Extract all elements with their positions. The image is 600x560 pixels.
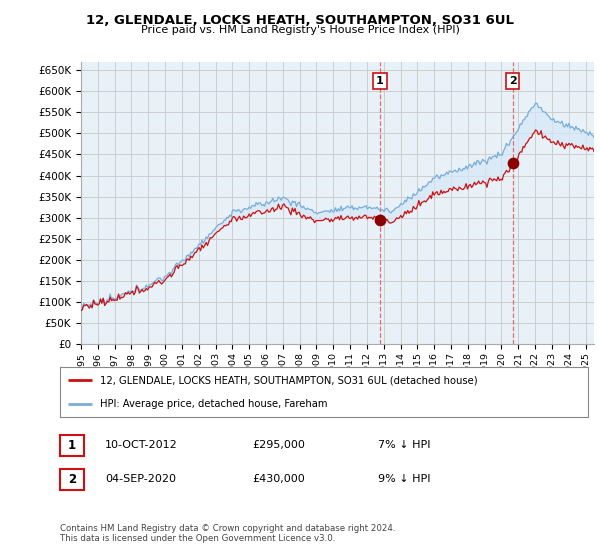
Point	[508, 158, 518, 167]
Text: 9% ↓ HPI: 9% ↓ HPI	[378, 474, 431, 484]
Text: 12, GLENDALE, LOCKS HEATH, SOUTHAMPTON, SO31 6UL (detached house): 12, GLENDALE, LOCKS HEATH, SOUTHAMPTON, …	[100, 375, 477, 385]
Text: 1: 1	[68, 439, 76, 452]
Text: Contains HM Land Registry data © Crown copyright and database right 2024.
This d: Contains HM Land Registry data © Crown c…	[60, 524, 395, 543]
Text: 7% ↓ HPI: 7% ↓ HPI	[378, 440, 431, 450]
Text: 1: 1	[376, 76, 384, 86]
Text: HPI: Average price, detached house, Fareham: HPI: Average price, detached house, Fare…	[100, 399, 327, 409]
Text: Price paid vs. HM Land Registry's House Price Index (HPI): Price paid vs. HM Land Registry's House …	[140, 25, 460, 35]
Text: 04-SEP-2020: 04-SEP-2020	[105, 474, 176, 484]
Text: £430,000: £430,000	[252, 474, 305, 484]
Text: £295,000: £295,000	[252, 440, 305, 450]
Text: 2: 2	[509, 76, 517, 86]
Point	[375, 216, 385, 225]
Text: 2: 2	[68, 473, 76, 486]
Text: 10-OCT-2012: 10-OCT-2012	[105, 440, 178, 450]
Text: 12, GLENDALE, LOCKS HEATH, SOUTHAMPTON, SO31 6UL: 12, GLENDALE, LOCKS HEATH, SOUTHAMPTON, …	[86, 14, 514, 27]
